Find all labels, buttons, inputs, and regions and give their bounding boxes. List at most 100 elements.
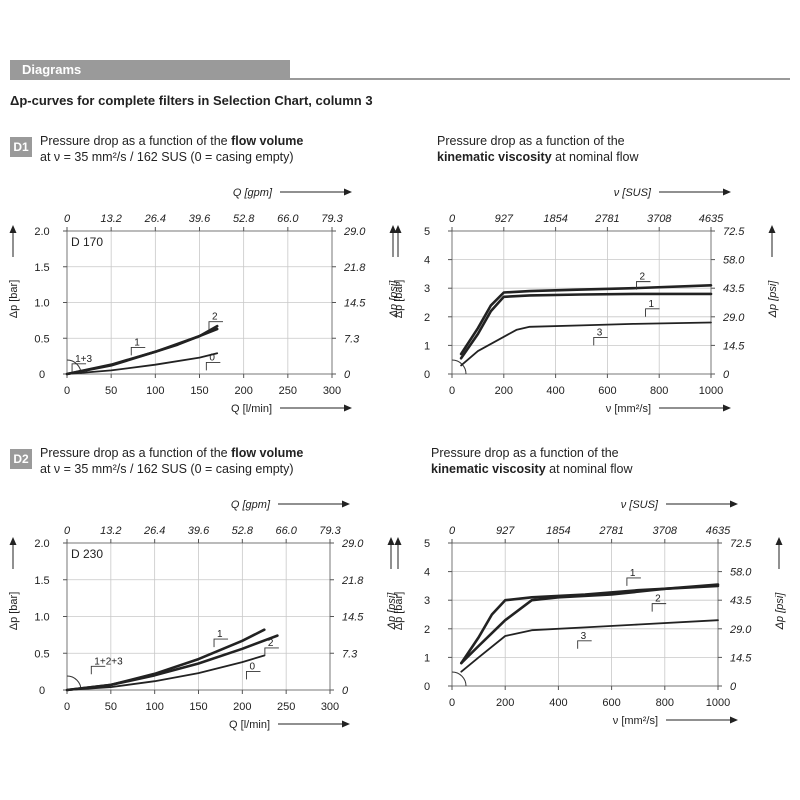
d2-flow-x2label: Q [gpm] — [231, 499, 271, 511]
d2-flow-x2tick-label: 79.3 — [319, 525, 341, 537]
d2-flow-series-0 — [66, 654, 266, 691]
d2-viscosity-y2tick-label: 14.5 — [730, 652, 752, 664]
d1-viscosity-y2tick-label: 0 — [723, 369, 730, 381]
d2-flow-desc-line2: at ν = 35 mm²/s / 162 SUS (0 = casing em… — [40, 462, 294, 476]
d2-viscosity-y2arrow-head — [775, 537, 783, 545]
d1-viscosity-x2arrow-head — [723, 188, 731, 196]
d1-viscosity-series-2 — [459, 284, 713, 356]
d1-flow-xtick-label: 250 — [279, 385, 297, 397]
d2-flow-xtick-label: 150 — [189, 701, 207, 713]
d1-viscosity-x2label: ν [SUS] — [614, 187, 652, 199]
d1-flow-x2tick-label: 66.0 — [277, 213, 299, 225]
d1-flow-series-2 — [65, 324, 219, 376]
d1-visc-desc-bold: kinematic viscosity — [437, 150, 552, 164]
d2-flow-xarrow-head — [342, 720, 350, 728]
d1-flow-x2label: Q [gpm] — [233, 187, 273, 199]
d1-viscosity-y2tick-label: 14.5 — [723, 340, 745, 352]
d2-viscosity-y2tick-label: 0 — [730, 681, 737, 693]
d1-flow-x2arrow-head — [344, 188, 352, 196]
d1-viscosity-ytick-label: 2 — [424, 312, 430, 324]
d1-flow-xarrow-head — [344, 404, 352, 412]
d2-flow-label-leader — [213, 638, 229, 648]
d2-flow-xtick-label: 250 — [277, 701, 295, 713]
d1-flow-y2tick-label: 7.3 — [344, 333, 360, 345]
d2-viscosity-ytick-label: 1 — [424, 652, 430, 664]
d1-viscosity-description: Pressure drop as a function of the kinem… — [437, 133, 639, 165]
d2-flow-label-leader — [90, 665, 106, 675]
banner-rule — [290, 78, 790, 80]
d1-viscosity-xtick-label: 200 — [495, 385, 513, 397]
d2-flow-ytick-label: 0 — [39, 685, 45, 697]
badge-d2: D2 — [10, 449, 32, 469]
d2-viscosity-xlabel: ν [mm²/s] — [613, 715, 658, 727]
d1-viscosity-label-leader — [593, 336, 608, 346]
d2-viscosity-x2tick-label: 0 — [449, 525, 456, 537]
d1-viscosity-x2tick-label: 4635 — [699, 213, 724, 225]
d2-viscosity-xtick-label: 800 — [656, 697, 674, 709]
d2-viscosity-label-leader — [626, 577, 641, 586]
d1-flow-y2tick-label: 14.5 — [344, 298, 366, 310]
d1-flow-y2tick-label: 21.8 — [343, 262, 366, 274]
d1-viscosity-frame — [451, 230, 712, 375]
d1-viscosity-x2tick-label: 0 — [449, 213, 456, 225]
d2-viscosity-xtick-label: 200 — [496, 697, 514, 709]
d2-flow-xtick-label: 100 — [145, 701, 163, 713]
d2-viscosity-y2label: Δp [psi] — [774, 592, 786, 631]
d2-flow-xlabel: Q [l/min] — [229, 719, 270, 731]
d2-flow-desc-bold: flow volume — [231, 446, 304, 460]
d2-viscosity-series-1 — [460, 584, 720, 665]
d1-flow-y2label: Δp [psi] — [388, 280, 400, 319]
d2-visc-desc-rest: at nominal flow — [545, 462, 633, 476]
d1-flow-x2tick-label: 52.8 — [233, 213, 255, 225]
d2-viscosity-ylabel: Δp [bar] — [393, 592, 405, 631]
d2-viscosity-frame — [451, 542, 719, 687]
d1-flow-curve-label: 1+3 — [75, 354, 92, 365]
d1-flow-description: Pressure drop as a function of the flow … — [40, 133, 303, 165]
d2-flow-xtick-label: 50 — [105, 701, 117, 713]
d1-viscosity-y2arrow-head — [768, 225, 776, 233]
d1-flow-curve-label: 1 — [134, 337, 140, 348]
d2-viscosity-y2tick-label: 43.5 — [730, 595, 752, 607]
d2-flow-label-leader — [246, 670, 261, 680]
d2-flow-description: Pressure drop as a function of the flow … — [40, 445, 303, 477]
d2-viscosity-x2arrow-head — [730, 500, 738, 508]
d1-flow-label-leader — [205, 361, 221, 371]
d1-flow-y2tick-label: 29.0 — [343, 226, 366, 238]
d2-viscosity-description: Pressure drop as a function of the kinem… — [431, 445, 633, 477]
d1-flow-desc-bold: flow volume — [231, 134, 304, 148]
d1-viscosity-ytick-label: 4 — [424, 255, 430, 267]
d1-viscosity-xtick-label: 1000 — [699, 385, 723, 397]
d2-flow-y2tick-label: 29.0 — [341, 538, 364, 550]
d1-viscosity-y2label: Δp [psi] — [767, 280, 779, 319]
d1-viscosity-series-3 — [460, 321, 712, 367]
d1-viscosity-label-leader — [645, 308, 660, 317]
d2-flow-x2tick-label: 26.4 — [143, 525, 165, 537]
d1-flow-desc-line2: at ν = 35 mm²/s / 162 SUS (0 = casing em… — [40, 150, 294, 164]
d1-viscosity-xtick-label: 600 — [598, 385, 616, 397]
d1-viscosity-ytick-label: 0 — [424, 369, 430, 381]
d1-viscosity-xtick-label: 0 — [449, 385, 455, 397]
d1-viscosity-label-leader — [636, 281, 651, 290]
d2-flow-ytick-label: 0.5 — [34, 648, 49, 660]
section-banner: Diagrams — [10, 60, 790, 80]
d2-viscosity-ytick-label: 3 — [424, 595, 430, 607]
d2-flow-y2arrow-head — [387, 537, 395, 545]
d1-viscosity-ytick-label: 3 — [424, 283, 430, 295]
d2-flow-ytick-label: 1.5 — [34, 575, 49, 587]
d2-viscosity-y2tick-label: 72.5 — [730, 538, 752, 550]
d1-viscosity-x2tick-label: 2781 — [594, 213, 619, 225]
d1-flow-series-0 — [66, 352, 219, 375]
d2-viscosity-curve-label: 3 — [581, 631, 587, 642]
d2-flow-x2tick-label: 0 — [64, 525, 71, 537]
d1-viscosity-ylabel: Δp [bar] — [393, 280, 405, 319]
d2-viscosity-x2tick-label: 2781 — [598, 525, 623, 537]
d1-flow-xtick-label: 300 — [323, 385, 341, 397]
d1-flow-label-leader — [71, 363, 87, 372]
d2-flow-series-2 — [65, 634, 279, 692]
d1-viscosity-y2tick-label: 29.0 — [722, 312, 745, 324]
d2-viscosity-x2label: ν [SUS] — [621, 499, 659, 511]
d2-viscosity-xtick-label: 1000 — [706, 697, 730, 709]
d2-viscosity-x2tick-label: 3708 — [653, 525, 678, 537]
d1-viscosity-series-1 — [459, 292, 713, 360]
